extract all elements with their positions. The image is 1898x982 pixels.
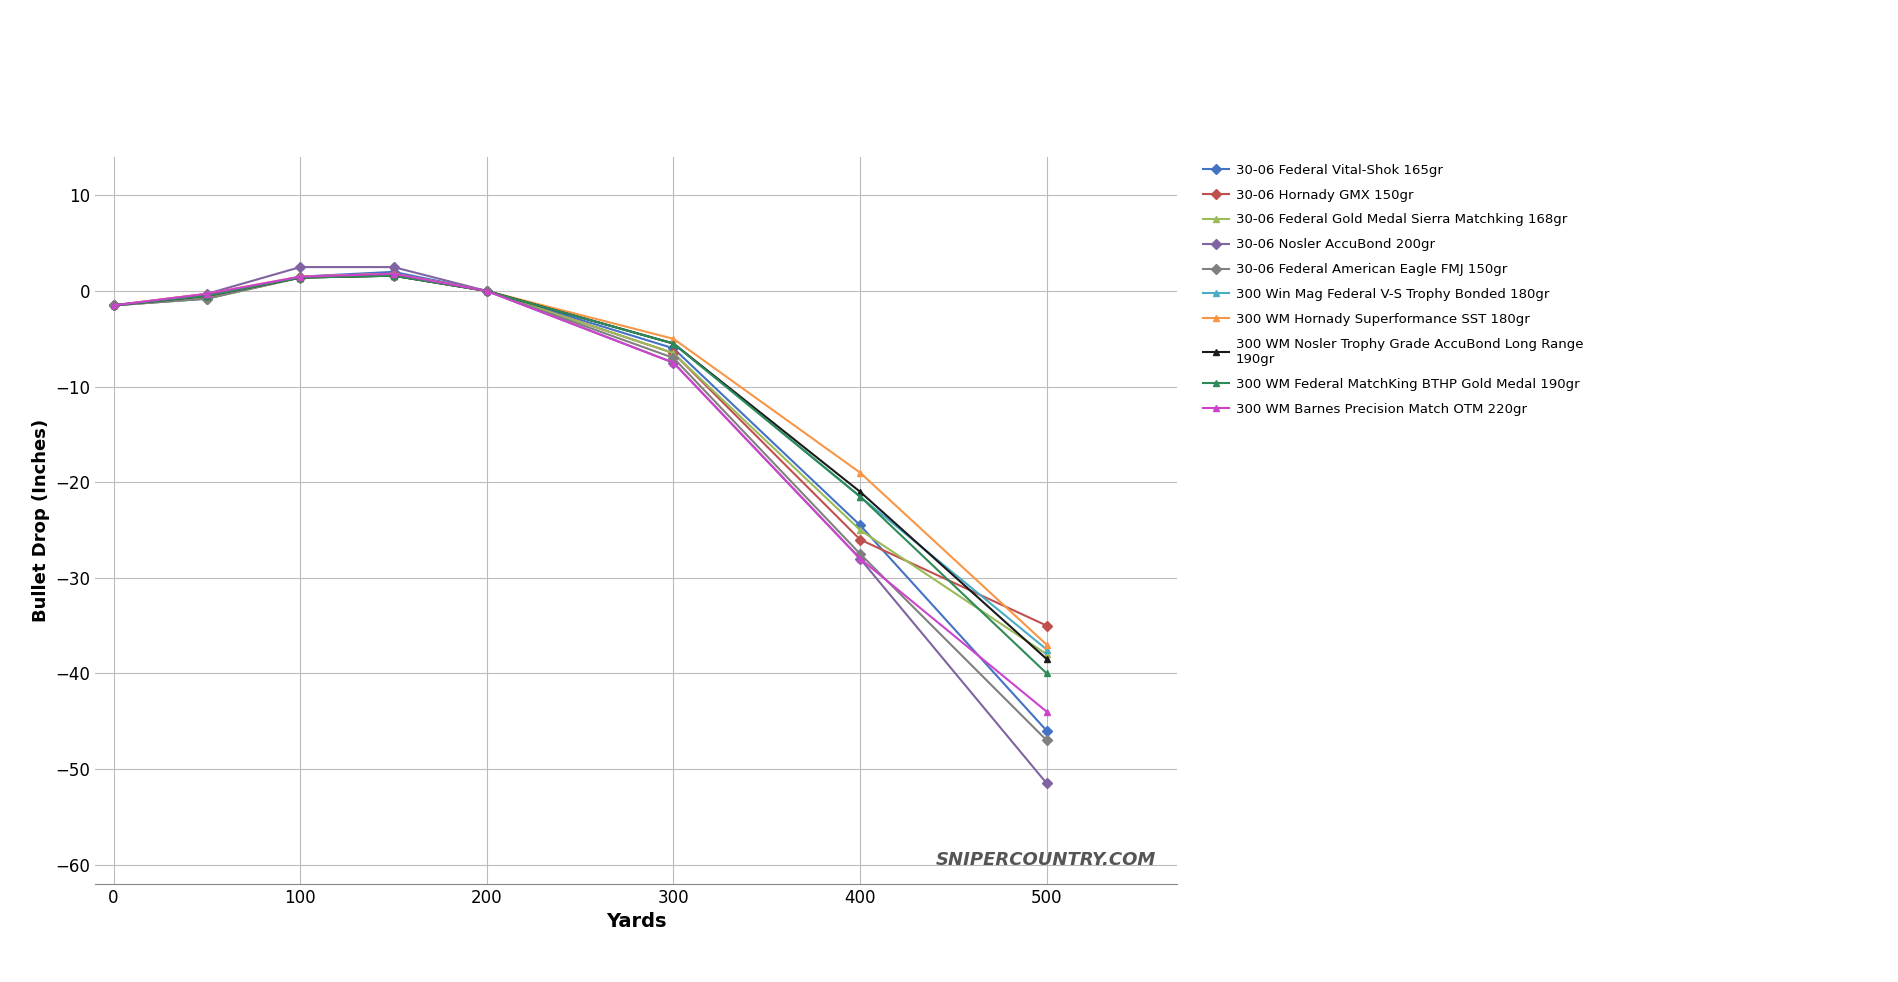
X-axis label: Yards: Yards <box>605 912 666 931</box>
Legend: 30-06 Federal Vital-Shok 165gr, 30-06 Hornady GMX 150gr, 30-06 Federal Gold Meda: 30-06 Federal Vital-Shok 165gr, 30-06 Ho… <box>1201 164 1583 415</box>
Y-axis label: Bullet Drop (Inches): Bullet Drop (Inches) <box>32 419 49 622</box>
Text: SNIPERCOUNTRY.COM: SNIPERCOUNTRY.COM <box>936 851 1156 869</box>
Text: LONG RANGE TRAJECTORY: LONG RANGE TRAJECTORY <box>419 29 1479 98</box>
